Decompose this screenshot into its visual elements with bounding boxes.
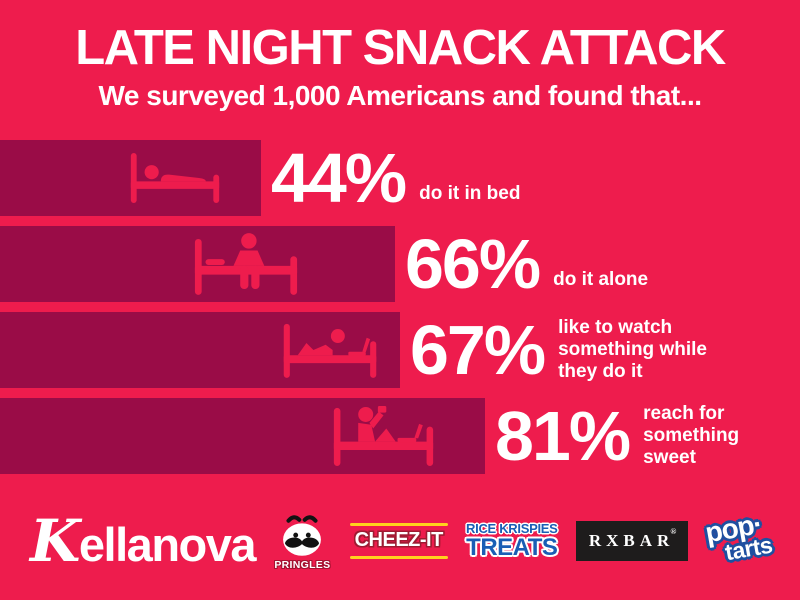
pringles-logo: PRINGLES [273, 511, 331, 571]
stat-value: 66% [405, 225, 541, 303]
cheezit-bottom-line [349, 556, 448, 559]
page-subtitle: We surveyed 1,000 Americans and found th… [98, 80, 702, 111]
stat-row-sweet: 81% reach for something sweet [0, 398, 800, 474]
cheezit-top-line [349, 523, 448, 526]
stat-caption: like to watch something while they do it [558, 316, 707, 383]
stat-caption: reach for something sweet [643, 402, 740, 469]
person-sleeping-in-bed-icon [130, 153, 220, 203]
stat-value: 81% [495, 397, 631, 475]
bar-44 [0, 140, 261, 216]
page-title: LATE NIGHT SNACK ATTACK [75, 21, 726, 75]
kellanova-logo: Kellanova [30, 507, 257, 575]
stat-value: 44% [271, 139, 407, 217]
rxbar-logo: RXBAR® [575, 521, 689, 561]
rice-krispies-wordmark: RICE KRISPIES [466, 521, 558, 536]
rice-krispies-treats-logo: RICE KRISPIES TREATS [466, 521, 558, 561]
pringles-mascot-icon [283, 515, 322, 556]
bar-66 [0, 226, 395, 302]
poptarts-logo: pop· tarts [703, 508, 774, 566]
pringles-wordmark: PRINGLES [274, 559, 331, 571]
bar-chart: 44% do it in bed 66% [0, 140, 800, 484]
poptarts-wordmark-bottom: tarts [722, 531, 774, 566]
stat-row-watch: 67% like to watch something while they d… [0, 312, 800, 388]
brand-logo-strip: Kellanova PRINGLES CHEEZ-IT RICE KRISPIE… [0, 496, 800, 586]
bar-81 [0, 398, 485, 474]
rxbar-wordmark: RXBAR [588, 531, 675, 550]
stat-caption: do it alone [553, 268, 649, 290]
bar-67 [0, 312, 400, 388]
stat-value: 67% [410, 311, 546, 389]
person-reclining-in-bed-with-laptop-icon [283, 323, 377, 378]
stat-row-bed: 44% do it in bed [0, 140, 800, 216]
cheezit-logo: CHEEZ-IT [349, 523, 448, 559]
person-sitting-up-in-bed-with-snack-and-laptop-icon [333, 406, 434, 466]
stat-caption: do it in bed [419, 182, 521, 204]
registered-mark: ® [670, 527, 677, 537]
cheezit-wordmark: CHEEZ-IT [354, 529, 444, 551]
person-sitting-on-bed-edge-icon [194, 233, 298, 295]
stat-row-alone: 66% do it alone [0, 226, 800, 302]
treats-wordmark: TREATS [466, 534, 558, 561]
